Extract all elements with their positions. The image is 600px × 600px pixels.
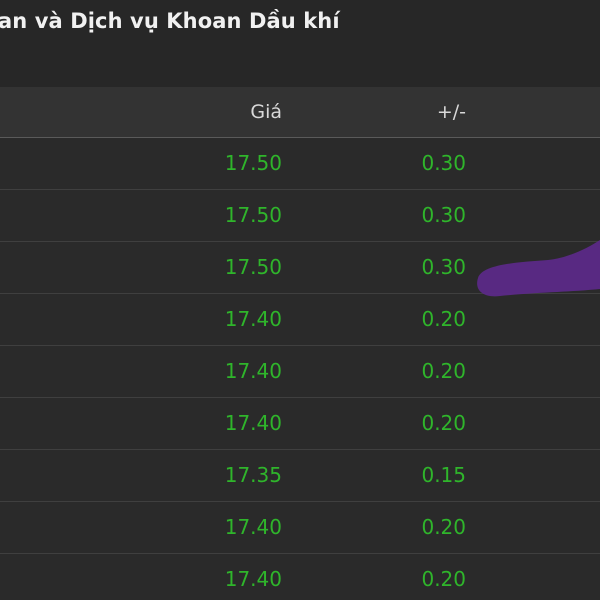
table-row[interactable]: 17.50 0.30	[0, 242, 600, 294]
price-cell: 17.40	[224, 515, 282, 539]
change-cell: 0.20	[421, 567, 466, 591]
price-cell: 17.35	[224, 463, 282, 487]
change-cell: 0.30	[421, 203, 466, 227]
table-row[interactable]: 17.40 0.20	[0, 502, 600, 554]
table-row[interactable]: 17.50 0.30	[0, 138, 600, 190]
price-cell: 17.50	[224, 255, 282, 279]
table-row[interactable]: 17.40 0.20	[0, 294, 600, 346]
price-cell: 17.40	[224, 307, 282, 331]
column-header-price[interactable]: Giá	[250, 101, 282, 123]
change-cell: 0.20	[421, 307, 466, 331]
table-header: Giá +/-	[0, 87, 600, 138]
price-cell: 17.50	[224, 151, 282, 175]
title-bar: an và Dịch vụ Khoan Dầu khí	[0, 0, 600, 84]
change-cell: 0.20	[421, 515, 466, 539]
table-row[interactable]: 17.40 0.20	[0, 346, 600, 398]
price-cell: 17.40	[224, 359, 282, 383]
table-row[interactable]: 17.50 0.30	[0, 190, 600, 242]
table-row[interactable]: 17.40 0.20	[0, 398, 600, 450]
change-cell: 0.15	[421, 463, 466, 487]
trade-table: 17.50 0.30 17.50 0.30 17.50 0.30 17.40 0…	[0, 138, 600, 600]
column-header-change[interactable]: +/-	[436, 101, 466, 123]
table-row[interactable]: 17.40 0.20	[0, 554, 600, 600]
price-cell: 17.40	[224, 411, 282, 435]
table-row[interactable]: 17.35 0.15	[0, 450, 600, 502]
change-cell: 0.30	[421, 255, 466, 279]
price-cell: 17.50	[224, 203, 282, 227]
price-cell: 17.40	[224, 567, 282, 591]
page-title: an và Dịch vụ Khoan Dầu khí	[0, 9, 340, 33]
change-cell: 0.20	[421, 359, 466, 383]
change-cell: 0.20	[421, 411, 466, 435]
change-cell: 0.30	[421, 151, 466, 175]
